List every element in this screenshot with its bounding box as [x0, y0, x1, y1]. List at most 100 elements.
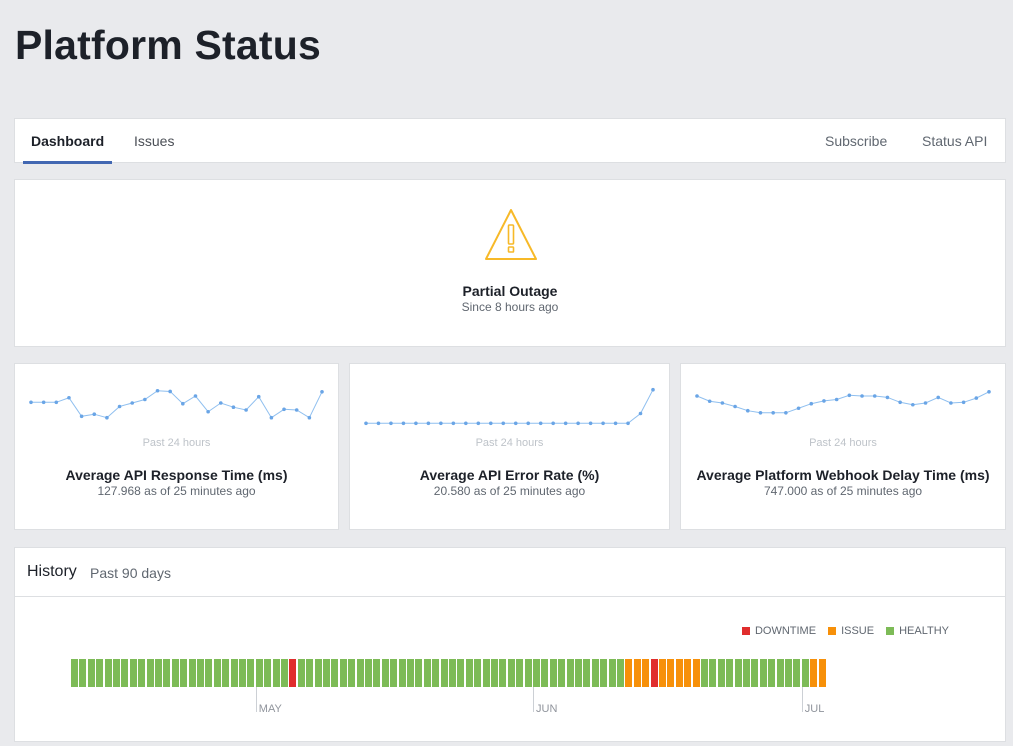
history-day-bar[interactable] [608, 659, 616, 687]
history-day-bar[interactable] [348, 659, 356, 687]
history-day-bar[interactable] [533, 659, 540, 687]
history-day-bar[interactable] [759, 659, 767, 687]
history-day-bar[interactable] [726, 659, 734, 687]
history-day-bar[interactable] [281, 659, 288, 687]
history-day-bar[interactable] [398, 659, 406, 687]
history-day-bar[interactable] [121, 659, 129, 687]
history-day-bar[interactable] [96, 659, 104, 687]
history-day-bar[interactable] [331, 659, 339, 687]
history-day-bar[interactable] [709, 659, 717, 687]
history-day-bar[interactable] [373, 659, 381, 687]
history-day-bar[interactable] [230, 659, 238, 687]
history-day-bar[interactable] [482, 659, 490, 687]
history-day-bar[interactable] [701, 659, 708, 687]
history-day-bar[interactable] [541, 659, 549, 687]
history-day-bar[interactable] [71, 659, 78, 687]
history-day-bar[interactable] [558, 659, 566, 687]
history-day-bar[interactable] [104, 659, 112, 687]
history-day-bar[interactable] [734, 659, 742, 687]
history-day-bar[interactable] [785, 659, 792, 687]
metric-period: Past 24 hours [809, 437, 877, 449]
history-day-bar[interactable] [113, 659, 120, 687]
history-day-bar[interactable] [793, 659, 801, 687]
history-day-bar[interactable] [818, 659, 826, 687]
history-day-bar[interactable] [751, 659, 759, 687]
history-day-bar[interactable] [163, 659, 171, 687]
history-day-bar[interactable] [499, 659, 507, 687]
history-day-bar[interactable] [675, 659, 683, 687]
history-day-bar[interactable] [776, 659, 784, 687]
history-day-bar[interactable] [180, 659, 188, 687]
history-day-bar[interactable] [138, 659, 146, 687]
history-day-bar[interactable] [743, 659, 750, 687]
history-day-bar[interactable] [507, 659, 515, 687]
history-day-bar[interactable] [650, 659, 658, 687]
history-day-bar[interactable] [289, 659, 297, 687]
history-day-bar[interactable] [583, 659, 591, 687]
history-day-bar[interactable] [625, 659, 633, 687]
history-day-bar[interactable] [801, 659, 809, 687]
sparkline-point [294, 408, 299, 412]
history-day-bar[interactable] [79, 659, 87, 687]
history-day-bar[interactable] [247, 659, 255, 687]
history-day-bar[interactable] [491, 659, 498, 687]
sparkline-point [576, 421, 580, 426]
tab-issues[interactable]: Issues [134, 133, 175, 149]
history-day-bar[interactable] [575, 659, 582, 687]
history-day-bar[interactable] [516, 659, 524, 687]
history-day-bar[interactable] [432, 659, 440, 687]
history-day-bar[interactable] [524, 659, 532, 687]
history-day-bar[interactable] [591, 659, 599, 687]
history-day-bar[interactable] [549, 659, 557, 687]
history-day-bar[interactable] [239, 659, 246, 687]
history-day-bar[interactable] [339, 659, 347, 687]
history-day-bar[interactable] [264, 659, 272, 687]
history-day-bar[interactable] [474, 659, 482, 687]
tab-dashboard[interactable]: Dashboard [23, 119, 113, 164]
history-day-bar[interactable] [297, 659, 305, 687]
history-day-bar[interactable] [415, 659, 423, 687]
history-day-bar[interactable] [171, 659, 179, 687]
history-day-bar[interactable] [129, 659, 137, 687]
status-api-link[interactable]: Status API [922, 133, 988, 149]
history-day-bar[interactable] [87, 659, 95, 687]
history-day-bar[interactable] [197, 659, 204, 687]
history-day-bar[interactable] [365, 659, 372, 687]
history-day-bar[interactable] [642, 659, 650, 687]
history-day-bar[interactable] [205, 659, 213, 687]
history-day-bar[interactable] [146, 659, 154, 687]
history-day-bar[interactable] [314, 659, 322, 687]
history-day-bar[interactable] [566, 659, 574, 687]
history-day-bar[interactable] [222, 659, 230, 687]
history-day-bar[interactable] [659, 659, 666, 687]
history-day-bar[interactable] [188, 659, 196, 687]
history-day-bar[interactable] [356, 659, 364, 687]
history-day-bar[interactable] [457, 659, 465, 687]
history-day-bar[interactable] [306, 659, 314, 687]
history-day-bar[interactable] [440, 659, 448, 687]
history-day-bar[interactable] [323, 659, 330, 687]
history-day-bar[interactable] [407, 659, 414, 687]
history-day-bar[interactable] [600, 659, 608, 687]
history-day-bar[interactable] [717, 659, 725, 687]
sparkline-point [513, 421, 518, 426]
history-day-bar[interactable] [768, 659, 776, 687]
subscribe-link[interactable]: Subscribe [825, 133, 888, 149]
history-day-bar[interactable] [272, 659, 280, 687]
history-legend: DOWNTIME ISSUE HEALTHY [734, 625, 949, 637]
month-label: JUL [804, 703, 825, 715]
history-day-bar[interactable] [255, 659, 263, 687]
history-day-bar[interactable] [155, 659, 162, 687]
history-day-bar[interactable] [810, 659, 818, 687]
history-day-bar[interactable] [667, 659, 675, 687]
history-day-bar[interactable] [692, 659, 700, 687]
history-day-bar[interactable] [465, 659, 473, 687]
history-day-bar[interactable] [381, 659, 389, 687]
history-day-bar[interactable] [684, 659, 692, 687]
history-day-bar[interactable] [449, 659, 456, 687]
history-day-bar[interactable] [390, 659, 398, 687]
history-day-bar[interactable] [633, 659, 641, 687]
history-day-bar[interactable] [617, 659, 624, 687]
history-day-bar[interactable] [423, 659, 431, 687]
history-day-bar[interactable] [213, 659, 221, 687]
